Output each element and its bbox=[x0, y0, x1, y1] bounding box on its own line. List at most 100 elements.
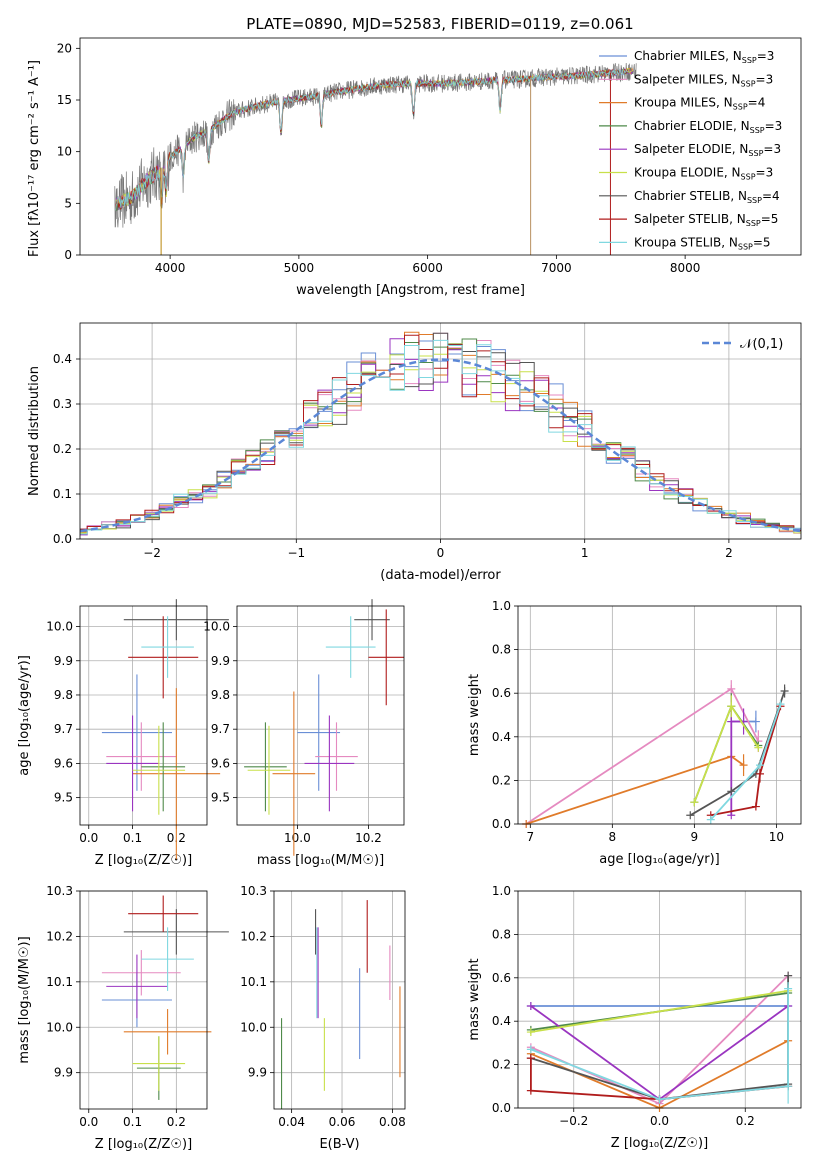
x-axis-label: mass [log₁₀(M/M☉)] bbox=[257, 853, 384, 868]
x-tick-label: 0.1 bbox=[123, 1115, 142, 1129]
x-tick-label: 0.08 bbox=[379, 1115, 406, 1129]
y-tick-label: 10.3 bbox=[240, 884, 267, 898]
y-axis-label: mass weight bbox=[467, 674, 482, 756]
y-tick-label: 0.6 bbox=[492, 971, 511, 985]
y-tick-label: 9.5 bbox=[54, 791, 73, 805]
x-axis-label: Z [log₁₀(Z/Z☉)] bbox=[611, 1136, 708, 1151]
panel-frame bbox=[79, 605, 208, 826]
y-tick-label: 9.7 bbox=[54, 722, 73, 736]
x-tick-label: 0.04 bbox=[278, 1115, 305, 1129]
y-tick-label: 9.9 bbox=[54, 1066, 73, 1080]
y-axis-label: mass weight bbox=[467, 958, 482, 1040]
weight-marker bbox=[686, 811, 695, 820]
figure-title: PLATE=0890, MJD=52583, FIBERID=0119, z=0… bbox=[246, 15, 633, 33]
y-tick-label: 9.9 bbox=[54, 654, 73, 668]
legend-label: Chabrier STELIB, NSSP=4 bbox=[634, 189, 780, 205]
x-tick-label: 10.2 bbox=[355, 831, 382, 845]
residual-legend: 𝒩(0,1) bbox=[702, 337, 783, 352]
x-axis-label: age [log₁₀(age/yr)] bbox=[599, 852, 720, 867]
y-tick-label: 1.0 bbox=[492, 884, 511, 898]
spectrum-legend: Chabrier MILES, NSSP=3 Salpeter MILES, NS… bbox=[599, 49, 782, 251]
y-tick-label: 15 bbox=[57, 93, 72, 107]
y-tick-label: 0.0 bbox=[53, 532, 72, 546]
y-tick-label: 9.8 bbox=[211, 688, 230, 702]
y-tick-label: 20 bbox=[57, 41, 72, 55]
y-tick-label: 9.8 bbox=[54, 688, 73, 702]
legend-label: Salpeter STELIB, NSSP=5 bbox=[634, 212, 778, 228]
x-tick-label: −2 bbox=[143, 546, 161, 560]
x-tick-label: 5000 bbox=[284, 261, 315, 275]
y-tick-label: 10.2 bbox=[46, 929, 73, 943]
spectrum-panel: PLATE=0890, MJD=52583, FIBERID=0119, z=0… bbox=[27, 15, 802, 298]
y-axis-label: mass [log₁₀(M/M☉)] bbox=[17, 936, 32, 1063]
weight-marker bbox=[526, 1028, 535, 1037]
y-axis-label: age [log₁₀(age/yr)] bbox=[17, 655, 32, 776]
y-tick-label: 10.2 bbox=[240, 929, 267, 943]
x-tick-label: 7000 bbox=[541, 261, 572, 275]
legend-label: Chabrier ELODIE, NSSP=3 bbox=[634, 119, 782, 135]
weight-marker bbox=[526, 1054, 535, 1063]
x-axis-label: (data-model)/error bbox=[380, 568, 501, 583]
y-tick-label: 1.0 bbox=[492, 599, 511, 613]
y-tick-label: 0.3 bbox=[53, 397, 72, 411]
y-tick-label: 9.9 bbox=[248, 1066, 267, 1080]
ebv-mass-panel: 0.04 0.06 0.08 9.9 10.0 10.1 10.2 10.3 E(B-V) bbox=[240, 884, 405, 1152]
y-tick-label: 0.8 bbox=[492, 927, 511, 941]
x-tick-label: 0.1 bbox=[123, 831, 142, 845]
legend-label: Kroupa ELODIE, NSSP=3 bbox=[634, 166, 773, 182]
x-tick-label: 0.2 bbox=[736, 1114, 755, 1128]
y-tick-label: 9.9 bbox=[211, 654, 230, 668]
x-tick-label: 4000 bbox=[155, 261, 186, 275]
histogram-kroupa-stelib bbox=[80, 339, 801, 535]
x-tick-label: 0.2 bbox=[167, 1115, 186, 1129]
x-axis-label: Z [log₁₀(Z/Z☉)] bbox=[95, 853, 192, 868]
legend-label: Salpeter MILES, NSSP=3 bbox=[634, 72, 773, 88]
y-tick-label: 9.6 bbox=[54, 756, 73, 770]
x-tick-label: 0.0 bbox=[650, 1114, 669, 1128]
weight-line bbox=[530, 989, 789, 1033]
y-tick-label: 0.2 bbox=[492, 773, 511, 787]
weight-marker bbox=[655, 1095, 664, 1104]
x-tick-label: 10 bbox=[769, 830, 784, 844]
weight-marker bbox=[526, 1045, 535, 1054]
y-tick-label: 0.4 bbox=[492, 1014, 511, 1028]
weight-marker bbox=[706, 815, 715, 824]
panel-frame bbox=[517, 890, 802, 1109]
y-tick-label: 0.2 bbox=[492, 1058, 511, 1072]
normal-curve bbox=[79, 358, 802, 533]
y-tick-label: 10.1 bbox=[240, 975, 267, 989]
weight-marker bbox=[690, 798, 699, 807]
histogram-salpeter-stelib bbox=[80, 334, 801, 532]
x-tick-label: −1 bbox=[287, 546, 305, 560]
legend-label: Chabrier MILES, NSSP=3 bbox=[634, 49, 774, 65]
weight-marker bbox=[526, 1002, 535, 1011]
mass-age-panel: 10.0 10.2 9.5 9.6 9.7 9.8 9.9 10.0 mass [log₁₀(M… bbox=[203, 599, 405, 868]
x-tick-label: 0.06 bbox=[329, 1115, 356, 1129]
Z-age-panel: 0.0 0.1 0.29.59.69.79.89.910.0Z [log₁₀(Z/Z… bbox=[17, 599, 229, 868]
age-weight-panel: 7 8 9 10 0.0 0.2 0.4 0.6 0.8 1.0 age [log₁₀(age/yr… bbox=[467, 599, 802, 867]
residual-histogram-panel: −2 −1 0 1 2 0.0 0.1 0.2 0.3 0.4 (data-model)/error… bbox=[27, 322, 802, 583]
weight-marker bbox=[727, 787, 736, 796]
x-axis-label: E(B-V) bbox=[319, 1137, 359, 1152]
x-tick-label: 0.0 bbox=[79, 831, 98, 845]
x-tick-label: 1 bbox=[581, 546, 589, 560]
x-tick-label: 8 bbox=[609, 830, 617, 844]
x-tick-label: 8000 bbox=[670, 261, 701, 275]
model-line-kroupa-stelib bbox=[115, 69, 629, 211]
weight-marker bbox=[755, 761, 764, 770]
y-tick-label: 9.7 bbox=[211, 722, 230, 736]
panel-frame bbox=[236, 605, 405, 826]
x-tick-label: 0 bbox=[437, 546, 445, 560]
weight-marker bbox=[526, 1086, 535, 1095]
panel-frame bbox=[517, 605, 802, 825]
x-tick-label: 9 bbox=[691, 830, 699, 844]
x-tick-label: 6000 bbox=[412, 261, 443, 275]
y-axis-label: Normed distribution bbox=[27, 366, 42, 496]
x-tick-label: 10.0 bbox=[284, 831, 311, 845]
panel-frame bbox=[79, 890, 208, 1110]
y-tick-label: 10.0 bbox=[46, 1020, 73, 1034]
x-axis-label: wavelength [Angstrom, rest frame] bbox=[296, 283, 525, 298]
legend-label: Kroupa MILES, NSSP=4 bbox=[634, 96, 765, 112]
y-tick-label: 0.8 bbox=[492, 643, 511, 657]
